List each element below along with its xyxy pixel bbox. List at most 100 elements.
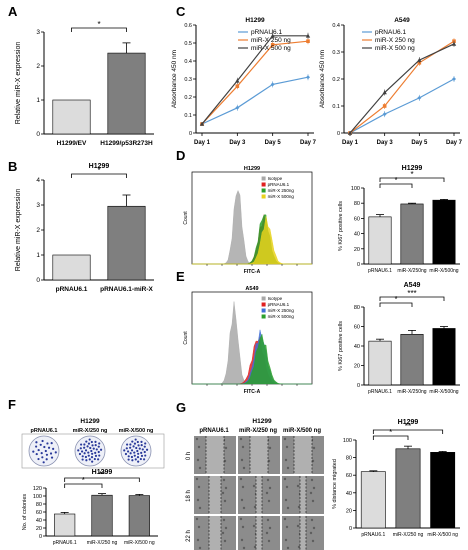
G-cell-speck	[196, 498, 200, 502]
G-cell-speck	[221, 531, 225, 535]
G-cell-speck	[266, 518, 270, 522]
G-cell-speck	[296, 524, 300, 528]
F-colony	[94, 440, 97, 443]
G-scratch-gap	[300, 476, 306, 514]
D_bar-ytick-label: 0	[357, 262, 360, 268]
F-colony	[133, 442, 137, 445]
C1-ytick-label: 0.2	[184, 95, 192, 101]
G-row-label: 0 h	[186, 452, 192, 460]
F-colony	[145, 448, 149, 451]
F-colony	[126, 443, 129, 446]
F-colony	[44, 449, 47, 453]
G-cell-speck	[198, 466, 202, 470]
F-colony	[98, 454, 101, 457]
G-cell-speck	[239, 437, 243, 441]
panel-letter: E	[176, 269, 185, 284]
E_bar-ytick-label: 0	[357, 383, 360, 389]
G_bar-significance-mark: *	[389, 428, 392, 437]
G_bar-ytick-label: 60	[346, 473, 352, 479]
F-colony	[99, 448, 103, 451]
F-colony	[90, 449, 93, 453]
G-cell-speck	[240, 538, 244, 542]
D_bar-category-label: pRNAU6.1	[368, 268, 392, 274]
G-cell-speck	[195, 477, 199, 481]
E_hist-legend-swatch	[261, 302, 266, 307]
C1-legend-label: miR-X 250 ng	[251, 37, 291, 44]
C2-series-line	[349, 78, 455, 134]
E_hist-legend-swatch	[261, 314, 266, 319]
C2-title: A549	[394, 17, 410, 24]
F-plate-label: pRNAU6.1	[31, 428, 58, 434]
G-cell-speck	[296, 484, 300, 488]
G-cell-speck	[221, 491, 225, 495]
E_bar-significance-mark: *	[394, 295, 397, 304]
G-cell-speck	[224, 486, 228, 490]
F-colony	[95, 448, 98, 451]
G-scratch-gap	[209, 516, 221, 550]
F-colony	[127, 458, 130, 461]
F-colony	[83, 446, 86, 449]
E_bar-significance-bracket	[379, 302, 413, 307]
D_hist-y-label: Count	[183, 211, 189, 225]
F-colony	[35, 441, 38, 444]
G-cell-speck	[284, 458, 288, 462]
G_bar-category-label: miR-X/500 ng	[427, 532, 458, 538]
F-colony	[143, 445, 146, 448]
G-cell-speck	[241, 445, 245, 449]
F-colony	[45, 453, 49, 456]
C2-ytick-label: 0.4	[332, 23, 340, 29]
G-cell-speck	[268, 526, 272, 530]
D_bar-ytick-label: 100	[351, 186, 360, 192]
C1-point	[199, 121, 205, 126]
G-scratch-gap	[294, 436, 312, 474]
D_hist-x-label: FITC-A	[244, 269, 261, 275]
F-colony	[85, 440, 88, 443]
G-cell-speck	[267, 459, 271, 463]
F-colony	[94, 444, 97, 447]
B-title: H1299	[89, 163, 110, 170]
F-colony	[141, 448, 144, 451]
panel-letter: C	[176, 4, 186, 19]
G-cell-speck	[311, 459, 315, 463]
B-category-label: pRNAU6.1	[56, 286, 88, 293]
F-colony	[97, 458, 100, 461]
G-cell-speck	[240, 498, 244, 502]
F-colony	[35, 445, 38, 448]
D_hist-legend-swatch	[261, 194, 266, 199]
G-cell-speck	[197, 485, 201, 489]
C2-ytick-label: 0.2	[332, 77, 340, 83]
F_bar-ytick-label: 60	[36, 510, 42, 516]
G-cell-speck	[265, 491, 269, 495]
C2-ytick-label: 0	[337, 131, 340, 137]
F-colony	[92, 447, 95, 450]
G_bar-bar	[360, 471, 386, 529]
F-colony	[97, 445, 100, 448]
G-cell-speck	[312, 446, 316, 450]
F-colony	[81, 455, 84, 458]
F-colony	[130, 449, 134, 452]
F-colony	[131, 440, 134, 443]
E_bar-bar	[400, 333, 424, 386]
F-colony	[50, 442, 53, 445]
G-cell-speck	[224, 446, 228, 450]
C2-ytick-label: 0.1	[332, 104, 340, 110]
F-colony	[40, 452, 43, 455]
C1-ytick-label: 0	[189, 131, 192, 137]
D_hist-legend-label: miR-X 500ng	[268, 194, 295, 199]
G-cell-speck	[242, 506, 246, 510]
E_bar-bar	[368, 340, 392, 386]
C2-series-line	[349, 43, 455, 134]
F-colony	[87, 451, 90, 454]
G-cell-speck	[268, 446, 272, 450]
B-bar	[107, 205, 146, 281]
F-colony	[133, 451, 136, 454]
G-scratch-gap	[256, 516, 262, 550]
F_bar-bar	[91, 494, 113, 537]
D_hist-legend-swatch	[261, 188, 266, 193]
E_hist-legend-label: miR-X 500ng	[268, 314, 295, 319]
F-colony	[32, 450, 35, 453]
A-category-label: H1299/p53R273H	[100, 140, 153, 147]
C1-xtick-label: Day 3	[229, 140, 246, 146]
F-colony	[87, 454, 90, 457]
A-bar	[107, 52, 146, 135]
